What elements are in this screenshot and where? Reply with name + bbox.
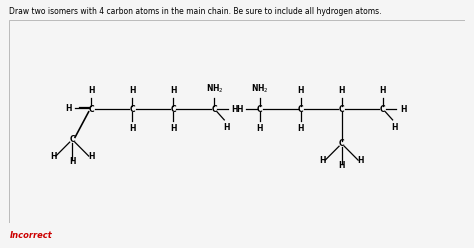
Text: NH$_2$: NH$_2$: [251, 83, 268, 95]
Text: C: C: [339, 105, 345, 114]
Text: H: H: [231, 105, 238, 114]
Text: H: H: [391, 123, 398, 132]
Text: H: H: [338, 86, 345, 95]
Text: H: H: [50, 152, 56, 161]
Text: H: H: [319, 156, 326, 165]
Text: H: H: [256, 124, 263, 132]
Text: H: H: [88, 86, 95, 95]
Text: H: H: [236, 105, 243, 114]
Text: H: H: [129, 86, 136, 95]
Text: C: C: [339, 139, 345, 148]
Text: Draw two isomers with 4 carbon atoms in the main chain. Be sure to include all h: Draw two isomers with 4 carbon atoms in …: [9, 7, 382, 16]
Text: H: H: [357, 156, 364, 165]
Text: H: H: [69, 157, 75, 166]
Text: Incorrect: Incorrect: [9, 231, 52, 240]
Text: H: H: [129, 124, 136, 132]
Text: C: C: [380, 105, 385, 114]
Text: H: H: [170, 86, 176, 95]
Text: C: C: [171, 105, 176, 114]
Text: H: H: [400, 105, 406, 114]
Text: H: H: [65, 104, 72, 113]
Text: H: H: [338, 161, 345, 170]
Text: H: H: [223, 123, 229, 132]
Text: H: H: [170, 124, 176, 132]
Text: H: H: [379, 86, 386, 95]
Text: C: C: [257, 105, 263, 114]
Text: H: H: [88, 152, 94, 161]
Text: C: C: [298, 105, 303, 114]
Text: H: H: [298, 86, 304, 95]
Text: C: C: [89, 105, 94, 114]
Text: NH$_2$: NH$_2$: [206, 83, 223, 95]
Text: C: C: [70, 135, 75, 144]
Text: H: H: [298, 124, 304, 132]
Text: C: C: [211, 105, 217, 114]
Text: C: C: [129, 105, 135, 114]
Bar: [9, 20, 465, 223]
